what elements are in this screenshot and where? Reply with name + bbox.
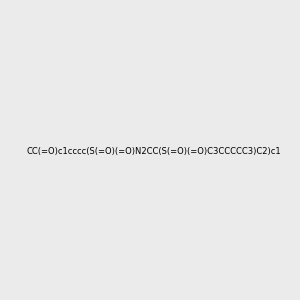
- Text: CC(=O)c1cccc(S(=O)(=O)N2CC(S(=O)(=O)C3CCCCC3)C2)c1: CC(=O)c1cccc(S(=O)(=O)N2CC(S(=O)(=O)C3CC…: [26, 147, 281, 156]
